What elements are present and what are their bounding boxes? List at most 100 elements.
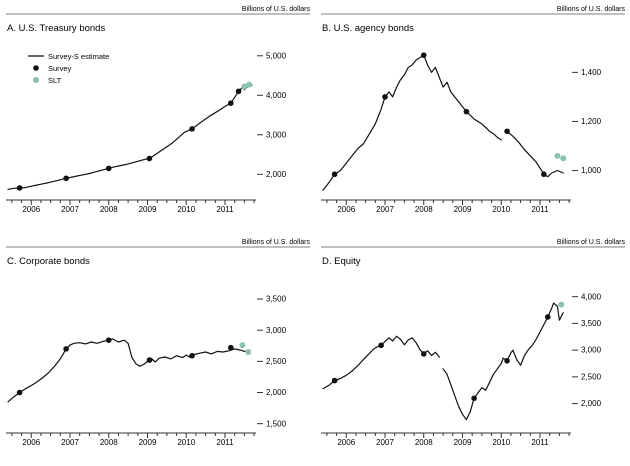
survey-dot bbox=[331, 171, 338, 178]
x-year-label: 2008 bbox=[415, 205, 433, 214]
survey-dot bbox=[331, 377, 338, 384]
agency-bonds-chart-canvas: Billions of U.S. dollars B. U.S. agency b… bbox=[321, 6, 626, 214]
y-tick-label: 3,000 bbox=[266, 326, 287, 335]
legend-slt-label: SLT bbox=[48, 76, 62, 85]
estimate-line bbox=[442, 302, 564, 421]
equity-chart-canvas: Billions of U.S. dollars D. Equity 2,000 2,… bbox=[321, 239, 626, 447]
panel-equity: Billions of U.S. dollars D. Equity 2,000 2,… bbox=[315, 233, 630, 466]
x-year-label: 2006 bbox=[337, 205, 355, 214]
y-tick-label: 3,000 bbox=[581, 346, 602, 355]
y-tick-label: 3,000 bbox=[266, 130, 287, 139]
y-tick-label: 4,000 bbox=[581, 292, 602, 301]
x-year-label: 2006 bbox=[22, 205, 40, 214]
panel-corporate-bonds: Billions of U.S. dollars C. Corporate bon… bbox=[0, 233, 315, 466]
x-year-label: 2011 bbox=[216, 205, 234, 214]
legend-slt-dot bbox=[33, 77, 39, 83]
chart-title: C. Corporate bonds bbox=[7, 256, 90, 267]
legend-survey-label: Survey bbox=[48, 64, 72, 73]
survey-dot bbox=[63, 346, 69, 352]
x-year-label: 2011 bbox=[531, 205, 549, 214]
x-year-label: 2007 bbox=[376, 205, 394, 214]
survey-dot bbox=[189, 126, 195, 132]
y-tick-label: 4,000 bbox=[266, 91, 287, 100]
survey-dot bbox=[378, 342, 384, 349]
x-year-label: 2010 bbox=[177, 205, 195, 214]
y-tick-label: 2,500 bbox=[581, 372, 602, 381]
survey-dot bbox=[463, 108, 470, 115]
unit-label: Billions of U.S. dollars bbox=[242, 6, 311, 13]
treasury-bonds-chart-canvas: Billions of U.S. dollars A. U.S. Treasury… bbox=[6, 6, 311, 214]
slt-dot bbox=[245, 349, 252, 355]
unit-label: Billions of U.S. dollars bbox=[557, 239, 626, 246]
y-tick-label: 2,000 bbox=[581, 399, 602, 408]
y-tick-label: 1,400 bbox=[581, 68, 602, 77]
x-year-label: 2008 bbox=[100, 438, 118, 447]
x-year-label: 2008 bbox=[415, 438, 433, 447]
panel-agency-bonds: Billions of U.S. dollars B. U.S. agency b… bbox=[315, 0, 630, 233]
y-tick-label: 5,000 bbox=[266, 51, 287, 60]
unit-label: Billions of U.S. dollars bbox=[557, 6, 626, 13]
survey-dot bbox=[228, 100, 234, 106]
survey-dot bbox=[63, 175, 69, 182]
slt-dot bbox=[239, 342, 246, 349]
estimate-line bbox=[7, 84, 253, 190]
survey-dot bbox=[228, 344, 234, 351]
y-tick-label: 3,500 bbox=[266, 295, 287, 304]
x-year-label: 2009 bbox=[454, 438, 472, 447]
survey-dot bbox=[189, 352, 195, 359]
y-tick-label: 2,000 bbox=[266, 388, 287, 397]
legend-survey-dot bbox=[33, 65, 39, 71]
x-year-label: 2010 bbox=[492, 205, 510, 214]
chart-title: B. U.S. agency bonds bbox=[322, 23, 414, 34]
survey-dot bbox=[235, 88, 242, 95]
survey-dot bbox=[504, 358, 510, 364]
x-year-label: 2008 bbox=[100, 205, 118, 214]
chart-title: D. Equity bbox=[322, 256, 361, 267]
chart-title: A. U.S. Treasury bonds bbox=[7, 23, 105, 34]
x-year-label: 2006 bbox=[22, 438, 40, 447]
x-year-label: 2009 bbox=[139, 205, 157, 214]
survey-dot bbox=[105, 337, 112, 343]
x-year-label: 2009 bbox=[139, 438, 157, 447]
y-tick-label: 2,000 bbox=[266, 170, 287, 179]
survey-dot bbox=[504, 128, 510, 135]
estimate-line bbox=[506, 130, 564, 178]
x-year-label: 2010 bbox=[177, 438, 195, 447]
x-year-label: 2011 bbox=[531, 438, 549, 447]
slt-dot bbox=[554, 152, 561, 159]
survey-dot bbox=[16, 185, 23, 191]
panel-treasury-bonds: Billions of U.S. dollars A. U.S. Treasury… bbox=[0, 0, 315, 233]
x-year-label: 2007 bbox=[61, 438, 79, 447]
survey-dot bbox=[146, 357, 153, 363]
x-year-label: 2007 bbox=[376, 438, 394, 447]
y-tick-label: 1,000 bbox=[581, 166, 602, 175]
x-year-label: 2009 bbox=[454, 205, 472, 214]
survey-dot bbox=[544, 314, 551, 320]
x-year-label: 2010 bbox=[492, 438, 510, 447]
estimate-line bbox=[7, 338, 249, 403]
estimate-line bbox=[322, 54, 502, 191]
survey-dot bbox=[146, 155, 153, 162]
slt-dot bbox=[558, 301, 565, 308]
survey-dot bbox=[471, 395, 477, 402]
x-year-label: 2007 bbox=[61, 205, 79, 214]
survey-dot bbox=[382, 94, 388, 100]
survey-dot bbox=[541, 171, 547, 178]
y-tick-label: 2,500 bbox=[266, 357, 287, 366]
x-year-label: 2006 bbox=[337, 438, 355, 447]
x-year-label: 2011 bbox=[216, 438, 234, 447]
slt-dot bbox=[560, 155, 567, 162]
legend-estimate-label: Survey-S estimate bbox=[48, 52, 109, 61]
corporate-bonds-chart-canvas: Billions of U.S. dollars C. Corporate bon… bbox=[6, 239, 311, 447]
y-tick-label: 3,500 bbox=[581, 319, 602, 328]
slt-dot bbox=[241, 83, 248, 90]
survey-dot bbox=[420, 52, 427, 58]
y-tick-label: 1,500 bbox=[266, 419, 287, 428]
survey-dot bbox=[420, 351, 427, 357]
y-tick-label: 1,200 bbox=[581, 117, 602, 126]
unit-label: Billions of U.S. dollars bbox=[242, 239, 311, 246]
survey-dot bbox=[16, 389, 23, 396]
slt-dot bbox=[246, 81, 253, 88]
survey-dot bbox=[105, 165, 112, 172]
